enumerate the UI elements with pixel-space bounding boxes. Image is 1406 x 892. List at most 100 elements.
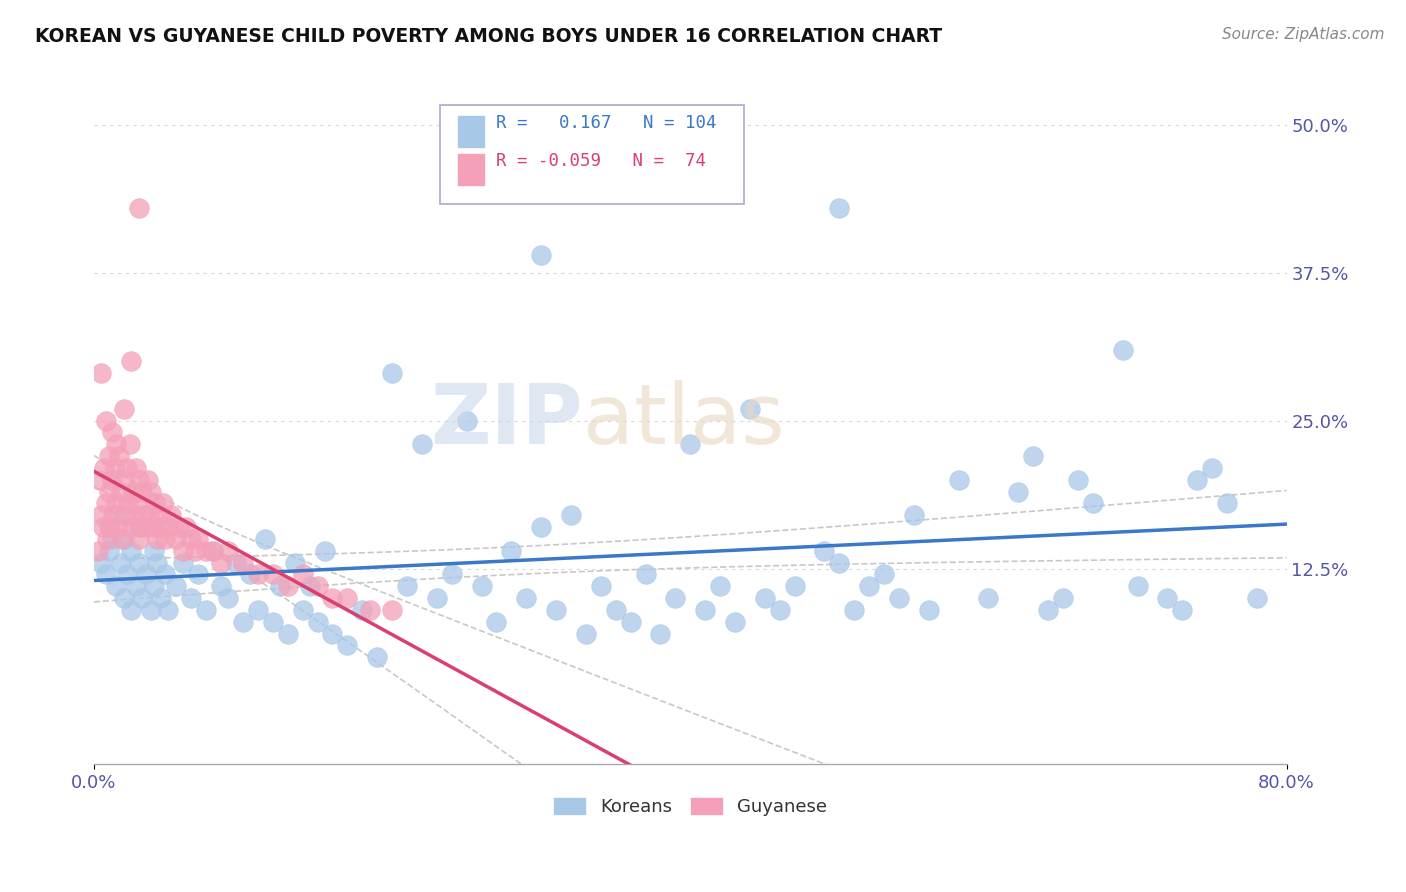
Point — [165, 532, 187, 546]
Point — [217, 591, 239, 606]
Point — [560, 508, 582, 523]
Point — [145, 556, 167, 570]
Point — [194, 603, 217, 617]
Point — [679, 437, 702, 451]
Point — [918, 603, 941, 617]
Point — [209, 556, 232, 570]
Point — [172, 556, 194, 570]
Point — [136, 473, 159, 487]
Point — [321, 626, 343, 640]
Point — [1036, 603, 1059, 617]
Point — [184, 543, 207, 558]
Point — [239, 567, 262, 582]
Point — [139, 603, 162, 617]
Point — [1216, 496, 1239, 510]
Point — [148, 508, 170, 523]
Point — [903, 508, 925, 523]
Point — [139, 484, 162, 499]
Point — [336, 639, 359, 653]
Point — [94, 496, 117, 510]
Point — [783, 579, 806, 593]
Point — [307, 615, 329, 629]
Point — [1201, 461, 1223, 475]
Point — [246, 603, 269, 617]
Point — [97, 543, 120, 558]
Point — [209, 579, 232, 593]
Point — [128, 473, 150, 487]
Point — [948, 473, 970, 487]
Point — [650, 626, 672, 640]
Text: atlas: atlas — [583, 380, 785, 461]
Point — [546, 603, 568, 617]
Point — [381, 603, 404, 617]
Point — [105, 579, 128, 593]
Point — [1126, 579, 1149, 593]
Point — [575, 626, 598, 640]
Point — [112, 473, 135, 487]
Point — [1111, 343, 1133, 357]
Point — [135, 567, 157, 582]
Point — [94, 567, 117, 582]
Point — [128, 201, 150, 215]
Point — [108, 449, 131, 463]
Point — [132, 508, 155, 523]
Point — [142, 579, 165, 593]
Point — [111, 532, 134, 546]
Point — [1081, 496, 1104, 510]
Point — [120, 543, 142, 558]
Point — [395, 579, 418, 593]
Point — [844, 603, 866, 617]
Point — [291, 567, 314, 582]
Point — [150, 520, 173, 534]
Point — [150, 591, 173, 606]
Point — [813, 543, 835, 558]
Point — [1067, 473, 1090, 487]
Point — [115, 461, 138, 475]
Point — [284, 556, 307, 570]
Text: R = -0.059   N =  74: R = -0.059 N = 74 — [496, 153, 706, 170]
Point — [124, 461, 146, 475]
Point — [105, 437, 128, 451]
Point — [262, 567, 284, 582]
Legend: Koreans, Guyanese: Koreans, Guyanese — [546, 789, 834, 823]
Point — [307, 579, 329, 593]
Point — [89, 473, 111, 487]
Point — [217, 543, 239, 558]
Point — [634, 567, 657, 582]
Text: R =   0.167   N = 104: R = 0.167 N = 104 — [496, 114, 716, 132]
Point — [194, 543, 217, 558]
Point — [262, 615, 284, 629]
Point — [90, 366, 112, 380]
Point — [501, 543, 523, 558]
Text: KOREAN VS GUYANESE CHILD POVERTY AMONG BOYS UNDER 16 CORRELATION CHART: KOREAN VS GUYANESE CHILD POVERTY AMONG B… — [35, 27, 942, 45]
Point — [470, 579, 492, 593]
Point — [202, 543, 225, 558]
Point — [269, 579, 291, 593]
Point — [112, 591, 135, 606]
FancyBboxPatch shape — [440, 105, 744, 204]
Point — [977, 591, 1000, 606]
FancyBboxPatch shape — [458, 116, 484, 147]
Point — [101, 532, 124, 546]
Point — [138, 508, 160, 523]
Point — [291, 603, 314, 617]
Point — [120, 603, 142, 617]
Point — [515, 591, 537, 606]
Point — [142, 543, 165, 558]
Point — [314, 543, 336, 558]
Point — [1007, 484, 1029, 499]
Point — [112, 401, 135, 416]
Point — [131, 484, 153, 499]
Text: Source: ZipAtlas.com: Source: ZipAtlas.com — [1222, 27, 1385, 42]
Point — [105, 508, 128, 523]
Point — [1246, 591, 1268, 606]
Point — [128, 556, 150, 570]
Point — [485, 615, 508, 629]
Point — [91, 520, 114, 534]
Point — [246, 567, 269, 582]
Point — [101, 425, 124, 440]
Point — [104, 461, 127, 475]
Point — [695, 603, 717, 617]
Point — [440, 567, 463, 582]
Point — [120, 354, 142, 368]
